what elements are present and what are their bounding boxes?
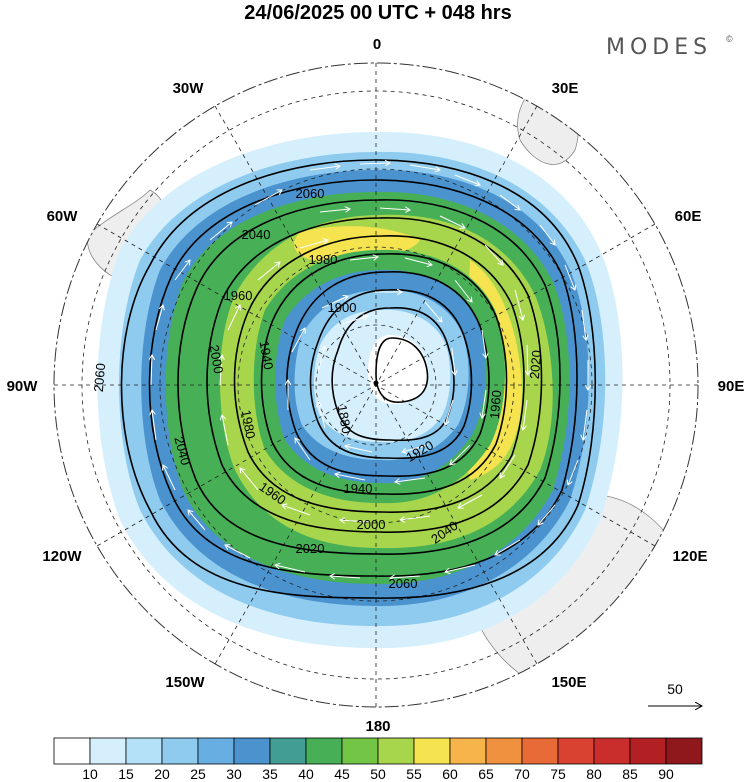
colorbar-swatch <box>449 737 487 765</box>
contour-1880 <box>375 337 429 403</box>
colorbar-tick-label: 50 <box>370 766 386 782</box>
colorbar-swatch <box>629 737 667 765</box>
contour-label: 2060 <box>389 576 418 591</box>
map-border <box>53 62 699 708</box>
contour-label: 1940 <box>257 340 277 371</box>
colorbar-tick-label: 20 <box>154 766 170 782</box>
colorbar-tick-label: 60 <box>442 766 458 782</box>
colorbar-tick-label: 30 <box>226 766 242 782</box>
lon-label-60e: 60E <box>675 208 702 225</box>
map-disk: 2060 2040 1980 1960 1900 1940 1880 2020 … <box>54 63 698 707</box>
contour-label: 1940 <box>344 481 373 496</box>
colorbar-swatch <box>305 737 343 765</box>
colorbar-swatch <box>197 737 235 765</box>
colorbar-tick-label: 15 <box>118 766 134 782</box>
contour-label: 1960 <box>224 288 253 303</box>
lon-label-120e: 120E <box>672 548 707 565</box>
contour-label: 2040 <box>242 227 271 242</box>
colorbar-swatch <box>593 737 631 765</box>
colorbar-swatch <box>89 737 127 765</box>
colorbar-swatch <box>53 737 91 765</box>
lon-label-0: 0 <box>373 36 381 53</box>
south-pole-marker <box>373 380 379 386</box>
colorbar-swatch <box>557 737 595 765</box>
contour-label: 2020 <box>527 350 544 380</box>
colorbar-swatch <box>233 737 271 765</box>
colorbar-tick-label: 55 <box>406 766 422 782</box>
lon-label-120w: 120W <box>42 548 82 565</box>
contour-label: 1980 <box>239 409 259 440</box>
colorbar-tick-label: 10 <box>82 766 98 782</box>
reference-vector-label: 50 <box>667 681 683 697</box>
colorbar-tick-label: 80 <box>586 766 602 782</box>
colorbar-swatch <box>377 737 415 765</box>
brand-mark: © <box>726 34 733 44</box>
lon-label-150e: 150E <box>551 674 586 691</box>
colorbar-tick-label: 45 <box>334 766 350 782</box>
contour-label: 2020 <box>296 541 325 556</box>
colorbar-swatch <box>485 737 523 765</box>
wind-speed-shading <box>97 131 623 649</box>
lon-label-30e: 30E <box>552 80 579 97</box>
colorbar-tick-label: 40 <box>298 766 314 782</box>
contour-label: 2000 <box>207 344 227 375</box>
contour-1900 <box>331 307 455 442</box>
contour-label: 1880 <box>335 404 355 435</box>
contour-2020 <box>177 199 561 555</box>
height-contours <box>120 159 597 599</box>
lon-label-180: 180 <box>365 718 390 735</box>
colorbar-tick-label: 70 <box>514 766 530 782</box>
contour-2040 <box>148 179 578 577</box>
wind-reference-vector: 50 <box>648 681 702 706</box>
colorbar-tick-label: 90 <box>658 766 674 782</box>
contour-2060 <box>120 159 597 599</box>
lon-label-30w: 30W <box>173 80 205 97</box>
colorbar: 10 15 20 25 30 35 40 45 50 55 60 65 70 75 80 85 90 <box>53 737 703 782</box>
contour-2000 <box>206 217 543 533</box>
colorbar-swatch <box>413 737 451 765</box>
lon-label-90w: 90W <box>7 378 39 395</box>
lon-label-90e: 90E <box>718 378 745 395</box>
colorbar-tick-label: 75 <box>550 766 566 782</box>
contour-1940 <box>286 271 490 478</box>
contour-label: 2000 <box>357 517 386 532</box>
colorbar-tick-label: 35 <box>262 766 278 782</box>
colorbar-swatch <box>665 737 703 765</box>
map-title: 24/06/2025 00 UTC + 048 hrs <box>244 2 511 24</box>
contour-1980 <box>233 235 525 513</box>
wind-vectors <box>151 163 588 578</box>
lon-label-150w: 150W <box>165 674 205 691</box>
colorbar-swatch <box>269 737 307 765</box>
brand-logo: MODES <box>606 35 712 60</box>
lon-label-60w: 60W <box>47 208 79 225</box>
colorbar-tick-label: 25 <box>190 766 206 782</box>
colorbar-swatch <box>125 737 163 765</box>
contour-label: 2040 <box>171 435 193 467</box>
contour-label-group: 2060 2040 1980 1960 1900 1940 1880 2020 … <box>91 186 544 591</box>
contour-1960 <box>260 253 508 496</box>
colorbar-swatch <box>161 737 199 765</box>
colorbar-tick-label: 85 <box>622 766 638 782</box>
contour-label: 1900 <box>328 300 357 315</box>
contour-label: 1960 <box>487 390 504 420</box>
contour-label: 2060 <box>91 363 108 393</box>
wind-core-inner-10 <box>368 335 429 405</box>
contour-label: 2060 <box>296 186 325 201</box>
colorbar-tick-label: 65 <box>478 766 494 782</box>
contour-label: 1980 <box>309 252 338 267</box>
longitude-labels: 0 30E 60E 90E 120E 150E 180 150W 120W 90… <box>7 36 745 735</box>
colorbar-swatch <box>521 737 559 765</box>
contour-1920 <box>309 289 473 460</box>
colorbar-swatch <box>341 737 379 765</box>
